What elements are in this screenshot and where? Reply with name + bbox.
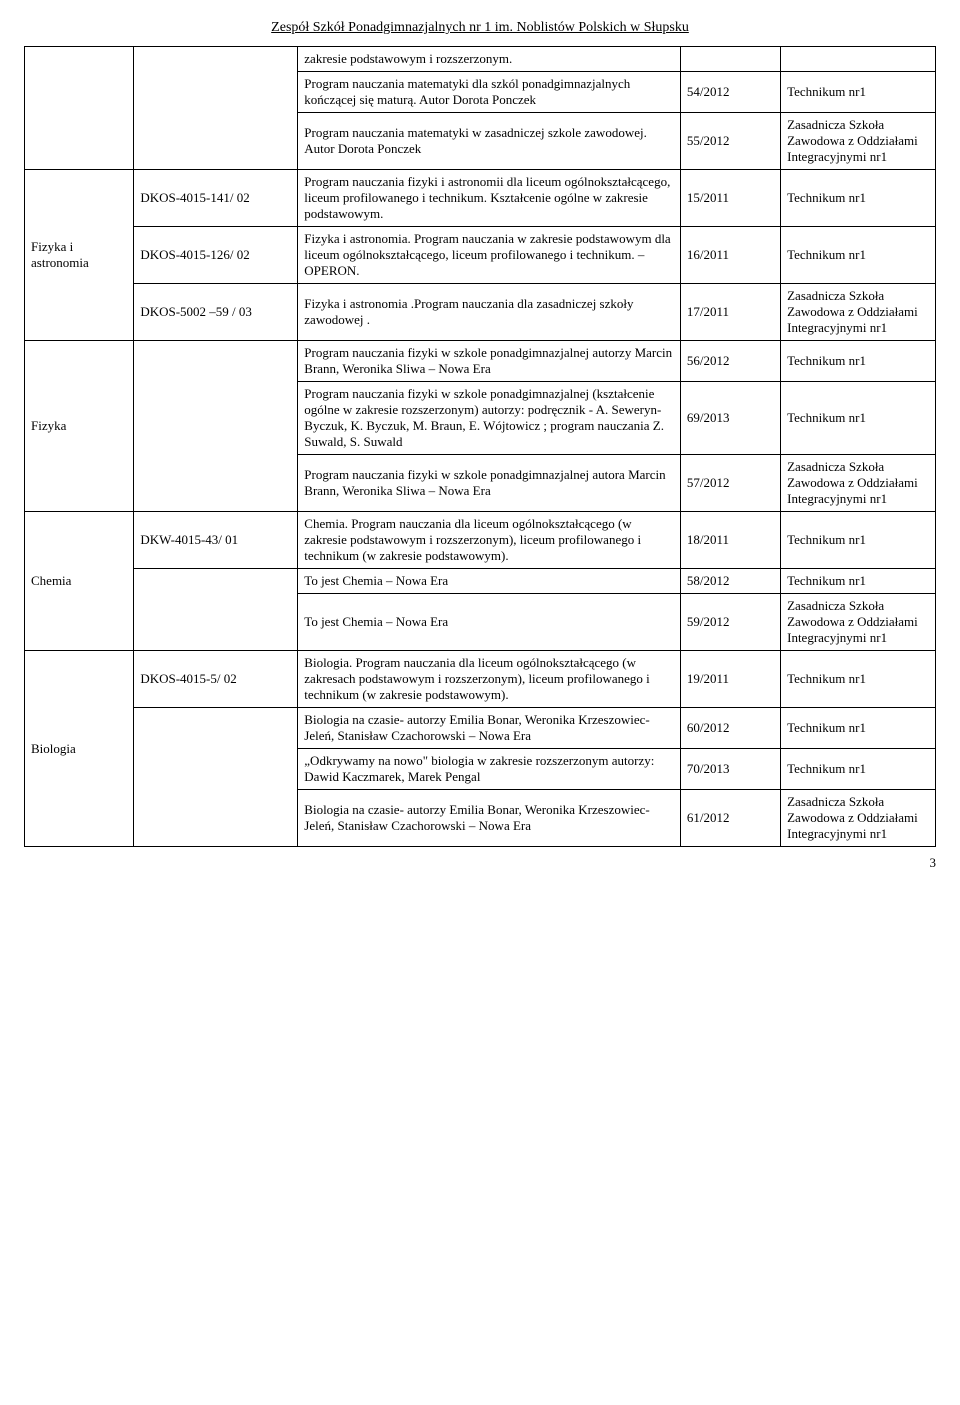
desc-cell: To jest Chemia – Nowa Era [298,594,681,651]
code-cell: DKW-4015-43/ 01 [134,512,298,569]
type-cell: Zasadnicza Szkoła Zawodowa z Oddziałami … [781,455,936,512]
type-cell: Zasadnicza Szkoła Zawodowa z Oddziałami … [781,284,936,341]
num-cell: 59/2012 [680,594,780,651]
num-cell: 56/2012 [680,341,780,382]
table-row: Biologia DKOS-4015-5/ 02 Biologia. Progr… [25,651,936,708]
code-cell: DKOS-5002 –59 / 03 [134,284,298,341]
type-cell: Technikum nr1 [781,749,936,790]
table-row: zakresie podstawowym i rozszerzonym. [25,47,936,72]
type-cell: Technikum nr1 [781,341,936,382]
table-row: DKOS-4015-126/ 02 Fizyka i astronomia. P… [25,227,936,284]
page-number: 3 [24,855,936,871]
code-cell: DKOS-4015-141/ 02 [134,170,298,227]
desc-cell: Program nauczania matematyki dla szkól p… [298,72,681,113]
code-cell: DKOS-4015-126/ 02 [134,227,298,284]
table-row: Fizyka i astronomia DKOS-4015-141/ 02 Pr… [25,170,936,227]
num-cell: 57/2012 [680,455,780,512]
table-row: To jest Chemia – Nowa Era 58/2012 Techni… [25,569,936,594]
num-cell: 58/2012 [680,569,780,594]
desc-cell: Biologia. Program nauczania dla liceum o… [298,651,681,708]
desc-cell: Program nauczania fizyki i astronomii dl… [298,170,681,227]
subject-cell: Biologia [25,651,134,847]
code-cell: DKOS-4015-5/ 02 [134,651,298,708]
type-cell: Technikum nr1 [781,72,936,113]
num-cell: 55/2012 [680,113,780,170]
desc-cell: zakresie podstawowym i rozszerzonym. [298,47,681,72]
desc-cell: Program nauczania fizyki w szkole ponadg… [298,341,681,382]
desc-cell: Program nauczania fizyki w szkole ponadg… [298,455,681,512]
num-cell: 18/2011 [680,512,780,569]
desc-cell: Biologia na czasie- autorzy Emilia Bonar… [298,790,681,847]
subject-cell: Chemia [25,512,134,651]
type-cell: Technikum nr1 [781,512,936,569]
type-cell: Zasadnicza Szkoła Zawodowa z Oddziałami … [781,113,936,170]
type-cell: Zasadnicza Szkoła Zawodowa z Oddziałami … [781,790,936,847]
num-cell: 60/2012 [680,708,780,749]
subject-cell: Fizyka [25,341,134,512]
type-cell: Technikum nr1 [781,651,936,708]
desc-cell: Chemia. Program nauczania dla liceum ogó… [298,512,681,569]
desc-cell: Program nauczania matematyki w zasadnicz… [298,113,681,170]
type-cell: Zasadnicza Szkoła Zawodowa z Oddziałami … [781,594,936,651]
table-row: Chemia DKW-4015-43/ 01 Chemia. Program n… [25,512,936,569]
num-cell: 17/2011 [680,284,780,341]
table-row: Biologia na czasie- autorzy Emilia Bonar… [25,708,936,749]
desc-cell: Fizyka i astronomia .Program nauczania d… [298,284,681,341]
type-cell: Technikum nr1 [781,382,936,455]
type-cell: Technikum nr1 [781,170,936,227]
num-cell: 69/2013 [680,382,780,455]
type-cell: Technikum nr1 [781,708,936,749]
desc-cell: Biologia na czasie- autorzy Emilia Bonar… [298,708,681,749]
table-row: DKOS-5002 –59 / 03 Fizyka i astronomia .… [25,284,936,341]
desc-cell: Fizyka i astronomia. Program nauczania w… [298,227,681,284]
num-cell: 61/2012 [680,790,780,847]
type-cell: Technikum nr1 [781,569,936,594]
curriculum-table: zakresie podstawowym i rozszerzonym. Pro… [24,46,936,847]
num-cell: 15/2011 [680,170,780,227]
desc-cell: „Odkrywamy na nowo" biologia w zakresie … [298,749,681,790]
num-cell: 19/2011 [680,651,780,708]
desc-cell: To jest Chemia – Nowa Era [298,569,681,594]
num-cell: 54/2012 [680,72,780,113]
type-cell: Technikum nr1 [781,227,936,284]
num-cell: 70/2013 [680,749,780,790]
subject-cell: Fizyka i astronomia [25,170,134,341]
desc-cell: Program nauczania fizyki w szkole ponadg… [298,382,681,455]
num-cell: 16/2011 [680,227,780,284]
table-row: Fizyka Program nauczania fizyki w szkole… [25,341,936,382]
page-header: Zespół Szkół Ponadgimnazjalnych nr 1 im.… [24,20,936,36]
